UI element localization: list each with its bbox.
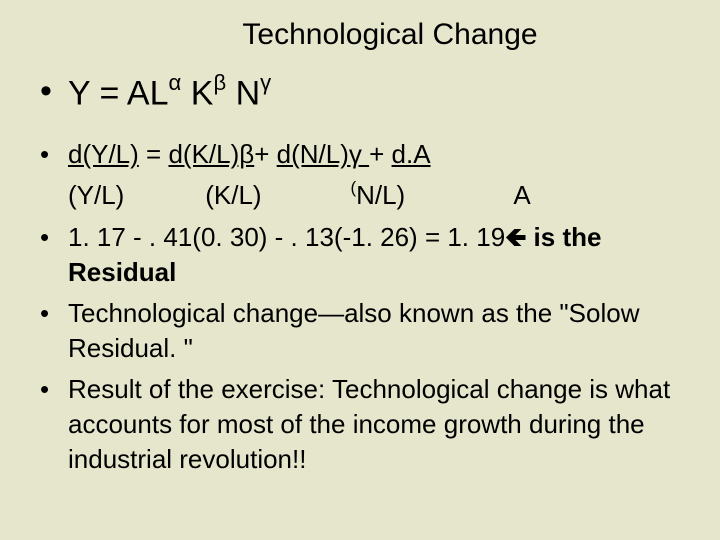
- bullet-icon: •: [40, 137, 68, 172]
- formula-exp-beta: β: [213, 70, 226, 95]
- formula-k: K: [181, 74, 213, 112]
- bullet-icon: •: [40, 220, 68, 255]
- eq-u3: d(N/L)γ: [277, 139, 369, 169]
- formula-exp-gamma: γ: [260, 70, 271, 95]
- denom-nl: N/L): [356, 178, 506, 213]
- bullet-result: • Result of the exercise: Technological …: [40, 372, 680, 477]
- eq-p1: =: [139, 139, 169, 169]
- equation-denominators: (Y/L) (K/L) (N/L) A: [40, 178, 680, 213]
- residual-content: 1. 17 - . 41(0. 30) - . 13(-1. 26) = 1. …: [68, 220, 680, 290]
- formula-lhs: Y = AL: [68, 74, 169, 112]
- bullet-residual: • 1. 17 - . 41(0. 30) - . 13(-1. 26) = 1…: [40, 220, 680, 290]
- denom-a: A: [513, 178, 530, 213]
- formula-content: Y = ALα Kβ Nγ: [68, 72, 680, 113]
- denom-yl: (Y/L): [68, 178, 198, 213]
- eq-p3: +: [369, 139, 391, 169]
- bullet-icon: •: [40, 372, 68, 407]
- result-text: Result of the exercise: Technological ch…: [68, 372, 680, 477]
- bullet-solow: • Technological change—also known as the…: [40, 296, 680, 366]
- production-function: • Y = ALα Kβ Nγ: [40, 72, 680, 113]
- denom-kl: (K/L): [205, 178, 343, 213]
- eq-u2: d(K/L)β: [168, 139, 254, 169]
- arrow-left-icon: 🡸: [505, 222, 526, 252]
- bullet-icon: •: [40, 72, 68, 111]
- eq-u4: d.A: [392, 139, 431, 169]
- bullet-icon: •: [40, 296, 68, 331]
- eq-p2: +: [254, 139, 276, 169]
- formula-n: N: [226, 74, 260, 112]
- denom-paren: (: [350, 177, 356, 200]
- formula-exp-alpha: α: [169, 70, 182, 95]
- equation-content: d(Y/L) = d(K/L)β+ d(N/L)γ + d.A: [68, 137, 680, 172]
- slide: Technological Change • Y = ALα Kβ Nγ • d…: [0, 0, 720, 503]
- slide-title: Technological Change: [100, 18, 680, 52]
- bullet-equation: • d(Y/L) = d(K/L)β+ d(N/L)γ + d.A: [40, 137, 680, 172]
- residual-calc: 1. 17 - . 41(0. 30) - . 13(-1. 26) = 1. …: [68, 222, 505, 252]
- solow-text: Technological change—also known as the "…: [68, 296, 680, 366]
- eq-u1: d(Y/L): [68, 139, 139, 169]
